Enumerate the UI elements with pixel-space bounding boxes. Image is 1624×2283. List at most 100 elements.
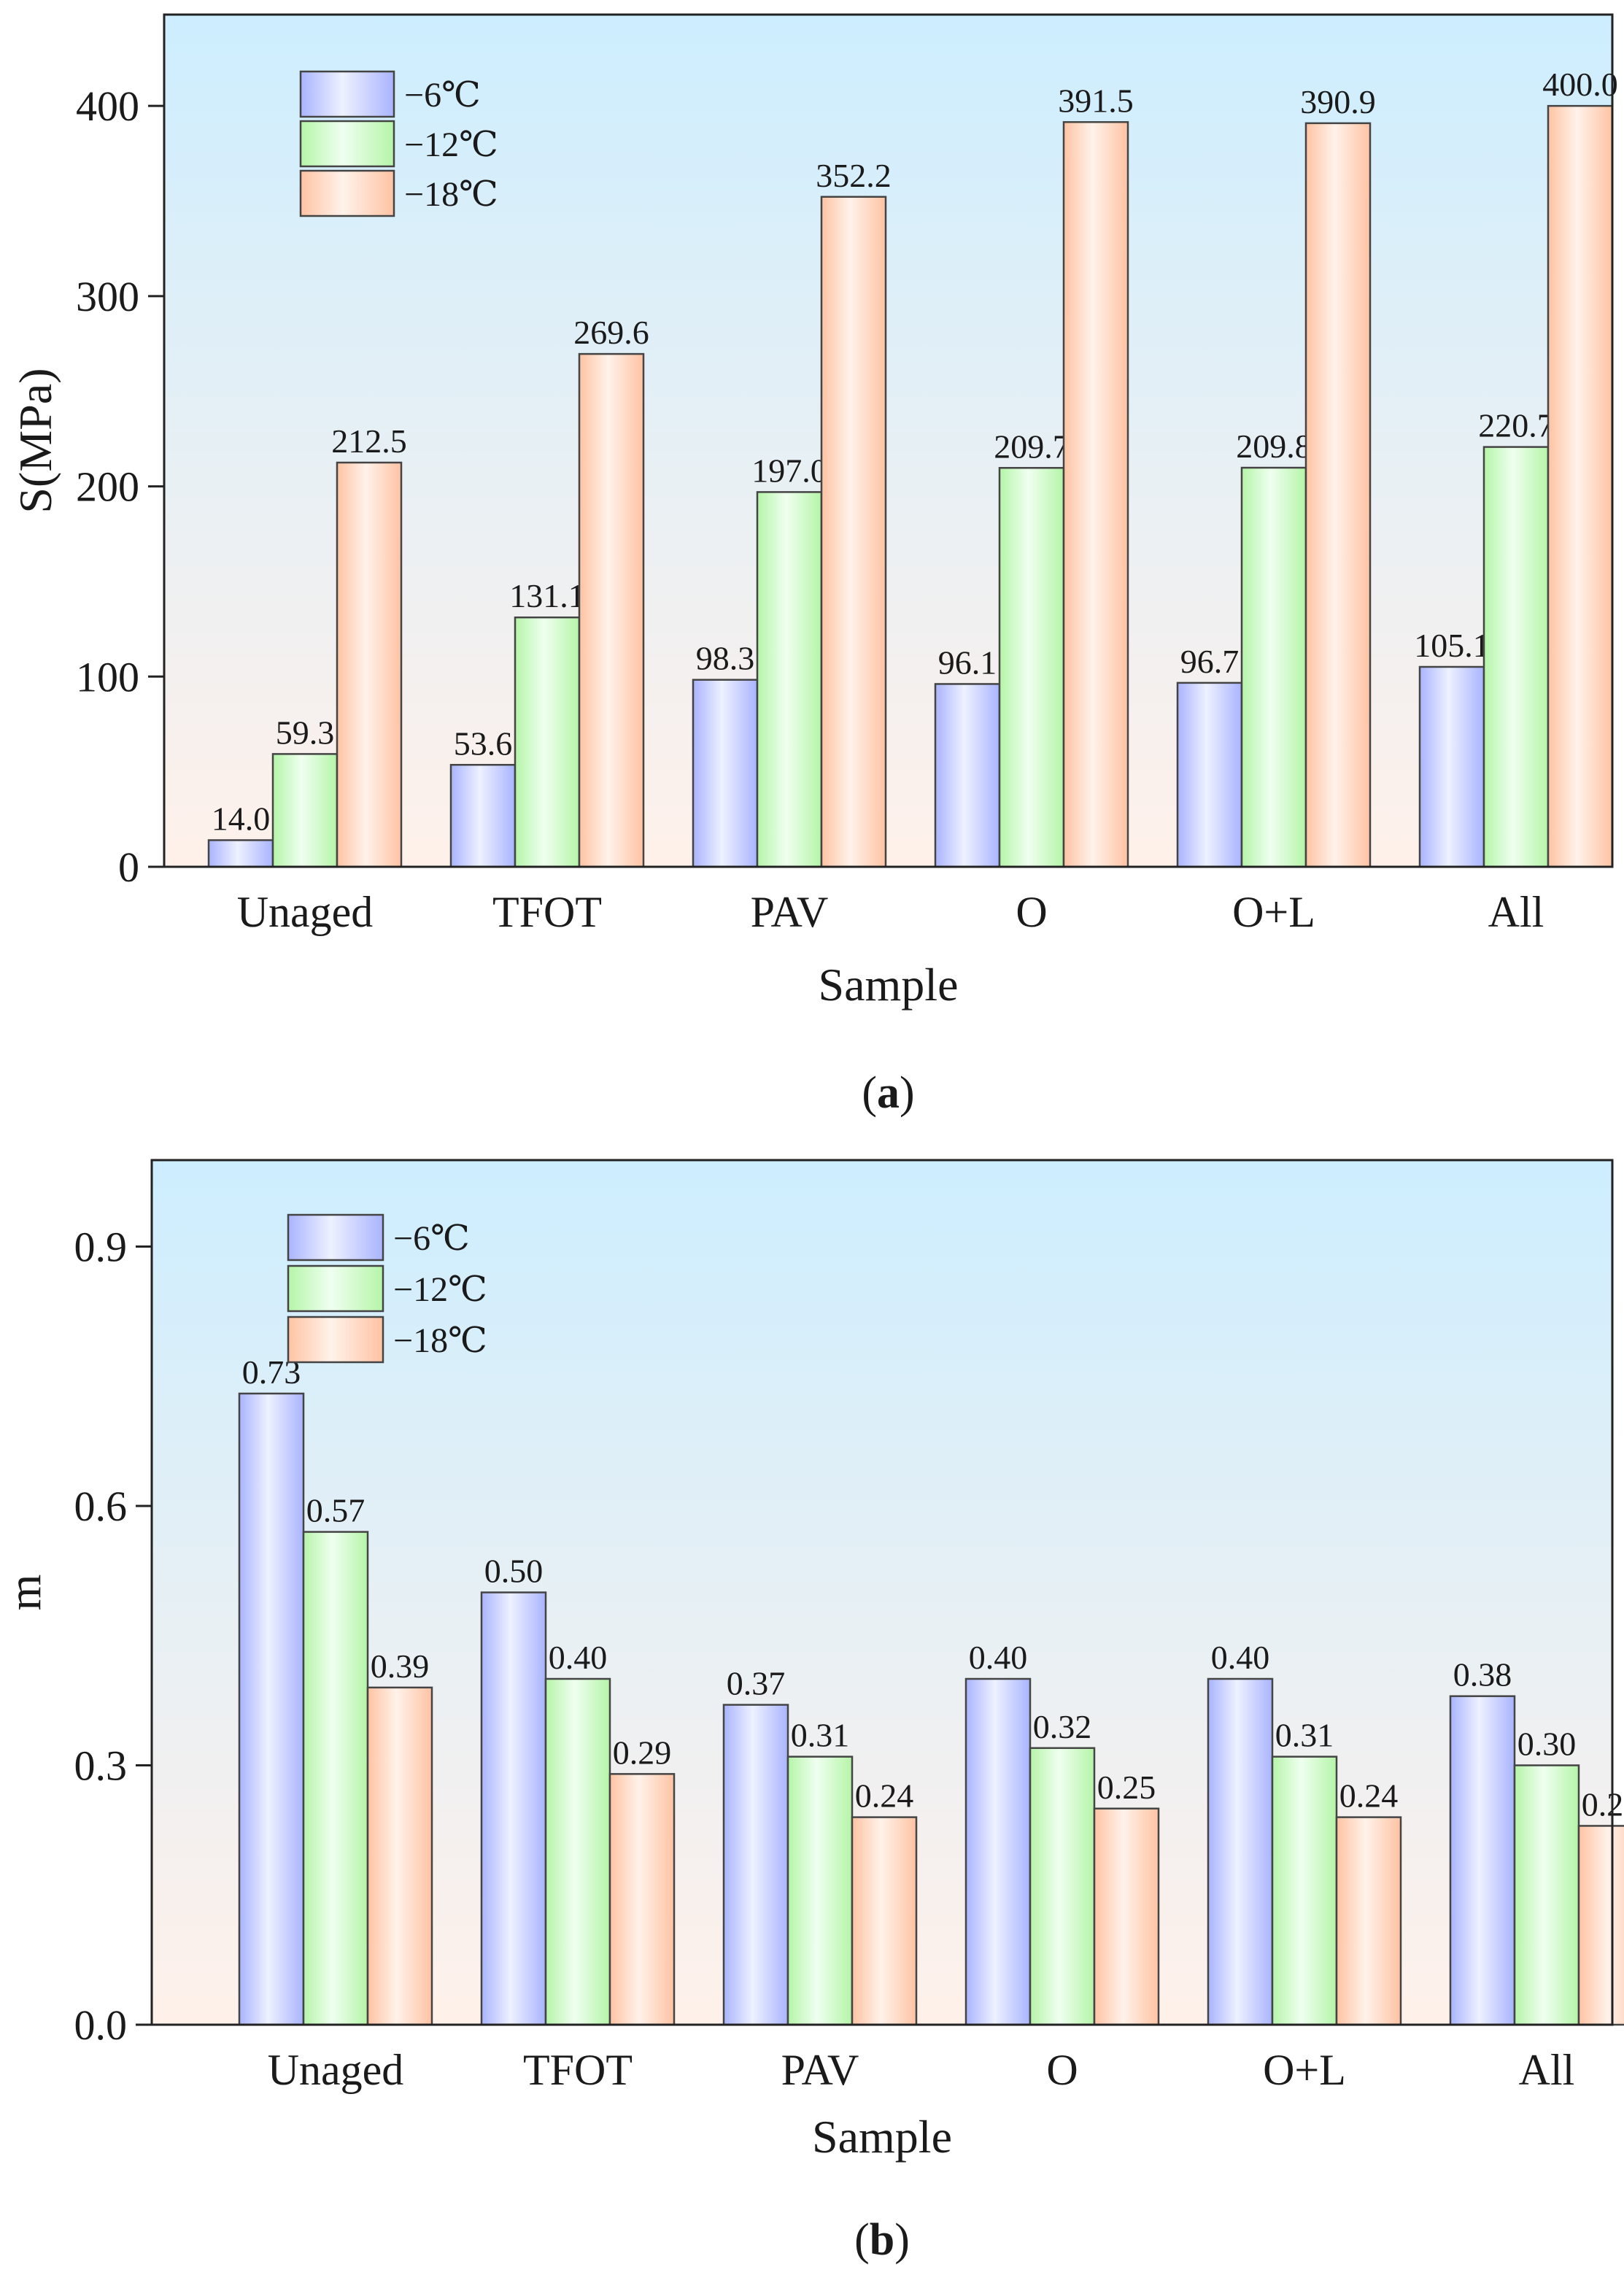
data-label: 0.32 xyxy=(1033,1708,1092,1745)
data-label: 0.29 xyxy=(613,1734,672,1771)
x-tick-label: O xyxy=(1046,2046,1078,2094)
x-tick-label: O+L xyxy=(1232,888,1315,936)
x-tick-label: O+L xyxy=(1263,2046,1346,2094)
x-tick-label: TFOT xyxy=(523,2046,633,2094)
data-label: 0.39 xyxy=(371,1647,430,1685)
bar xyxy=(1577,1825,1624,2026)
bar xyxy=(1335,1816,1402,2026)
bar xyxy=(514,616,581,868)
bar xyxy=(1093,1807,1160,2026)
x-tick-label: PAV xyxy=(781,2046,859,2094)
x-axis-label: Sample xyxy=(819,959,959,1011)
bar xyxy=(1271,1755,1338,2026)
data-label: 390.9 xyxy=(1300,83,1376,120)
panel-a: 0 100 200 300 400 14.0 59.3 212.5 Unaged 53.6 131.… xyxy=(9,13,1618,1118)
panel-caption: (b) xyxy=(854,2215,910,2265)
data-label: 269.6 xyxy=(573,314,649,351)
data-label: 14.0 xyxy=(212,800,271,838)
y-tick-label: 100 xyxy=(76,653,139,700)
data-label: 131.1 xyxy=(509,577,585,614)
bar xyxy=(851,1816,918,2026)
legend-label: −18℃ xyxy=(404,175,498,214)
legend-label: −6℃ xyxy=(404,76,481,115)
legend-swatch xyxy=(299,120,395,168)
y-tick-label: 400 xyxy=(76,82,139,130)
data-label: 96.1 xyxy=(938,644,997,681)
data-label: 209.8 xyxy=(1236,428,1312,465)
legend-swatch xyxy=(299,169,395,217)
x-axis-label: Sample xyxy=(812,2111,952,2163)
legend-swatch xyxy=(287,1264,384,1313)
data-label: 96.7 xyxy=(1180,643,1240,680)
data-label: 0.31 xyxy=(791,1717,850,1754)
data-label: 212.5 xyxy=(331,422,407,460)
x-tick-label: Unaged xyxy=(268,2046,404,2094)
x-tick-label: All xyxy=(1488,888,1544,936)
bar xyxy=(722,1704,789,2026)
bar xyxy=(336,461,403,868)
data-label: 0.40 xyxy=(969,1639,1028,1676)
bar xyxy=(449,764,517,868)
y-tick-label: 0.9 xyxy=(74,1224,128,1271)
data-label: 0.38 xyxy=(1453,1656,1512,1693)
bar xyxy=(271,753,339,868)
y-axis-label: m xyxy=(0,1575,50,1611)
bar xyxy=(608,1773,676,2026)
data-label: 391.5 xyxy=(1058,82,1134,119)
bar xyxy=(1207,1677,1274,2026)
bar xyxy=(1513,1764,1580,2026)
legend-label: −12℃ xyxy=(393,1270,487,1309)
bar xyxy=(820,196,887,868)
data-label: 197.0 xyxy=(751,452,827,489)
plot-frame xyxy=(150,1159,1614,2026)
data-label: 98.3 xyxy=(696,640,755,677)
data-label: 352.2 xyxy=(816,157,892,194)
legend-swatch xyxy=(287,1213,384,1262)
data-label: 59.3 xyxy=(276,714,335,751)
data-label: 0.23 xyxy=(1582,1785,1624,1823)
x-tick-label: TFOT xyxy=(492,888,602,936)
y-tick-label: 0.3 xyxy=(74,1742,128,1790)
bar xyxy=(692,679,759,868)
data-label: 0.57 xyxy=(306,1492,366,1529)
legend-swatch xyxy=(287,1316,384,1364)
data-label: 0.37 xyxy=(727,1665,786,1702)
y-tick-label: 0.0 xyxy=(74,2001,128,2049)
data-label: 400.0 xyxy=(1542,66,1618,103)
y-tick-label: 0 xyxy=(118,843,139,891)
bar xyxy=(544,1677,611,2026)
bar xyxy=(1062,121,1129,868)
data-label: 0.40 xyxy=(549,1639,608,1676)
data-label: 220.7 xyxy=(1478,407,1554,444)
data-label: 0.24 xyxy=(855,1777,914,1815)
bar xyxy=(1304,122,1372,868)
bar xyxy=(934,683,1001,868)
data-label: 0.40 xyxy=(1211,1639,1270,1676)
bar xyxy=(1418,665,1485,868)
y-tick-label: 300 xyxy=(76,273,139,320)
bar xyxy=(238,1392,305,2026)
bar xyxy=(366,1686,433,2026)
bar xyxy=(480,1591,547,2026)
bar xyxy=(1547,104,1614,868)
y-axis-label: S(MPa) xyxy=(9,368,61,513)
x-tick-label: Unaged xyxy=(237,888,374,936)
bar xyxy=(964,1677,1032,2026)
bar xyxy=(1449,1695,1516,2026)
data-label: 0.24 xyxy=(1339,1777,1399,1815)
data-label: 0.31 xyxy=(1275,1717,1334,1754)
bar xyxy=(207,839,274,868)
data-label: 105.1 xyxy=(1414,627,1490,664)
bar xyxy=(1029,1747,1096,2026)
bar xyxy=(1176,681,1243,868)
x-tick-label: O xyxy=(1016,888,1047,936)
bar xyxy=(756,491,823,868)
bar xyxy=(302,1531,369,2026)
panel-b: 0.00.30.60.90.730.570.39Unaged0.500.400.… xyxy=(0,1159,1624,2265)
x-tick-label: All xyxy=(1519,2046,1575,2094)
y-tick-label: 0.6 xyxy=(74,1483,128,1530)
legend-label: −12℃ xyxy=(404,125,498,164)
bar xyxy=(786,1755,854,2026)
x-tick-label: PAV xyxy=(751,888,829,936)
bar xyxy=(1482,446,1550,868)
